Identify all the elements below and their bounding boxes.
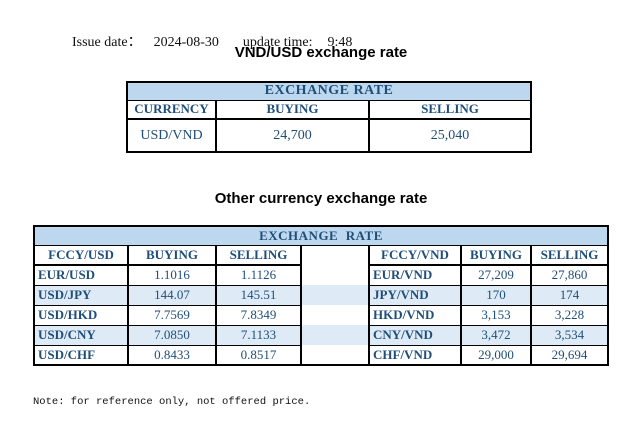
footnote: Note: for reference only, not offered pr… [33, 396, 311, 408]
separator-cell [300, 305, 370, 325]
selling-rate-cell: 25,040 [367, 118, 533, 153]
buying-rate-cell: 7.7569 [127, 304, 217, 326]
buying-rate-cell: 170 [460, 284, 532, 306]
separator-cell [300, 245, 370, 265]
selling-rate-cell: 3,534 [530, 324, 609, 346]
column-header-buying: BUYING [215, 99, 370, 120]
separator-cell [300, 345, 370, 365]
currency-pair-cell: USD/VND [126, 118, 217, 153]
other-table-title: Other currency exchange rate [214, 190, 428, 207]
selling-rate-cell: 1.1126 [215, 264, 302, 286]
selling-rate-cell: 29,694 [530, 344, 609, 366]
table-row-jpy: USD/JPY 144.07 145.51 JPY/VND 170 174 [33, 284, 609, 306]
usd-table-title: VND/USD exchange rate [234, 44, 408, 61]
currency-pair-cell: USD/HKD [33, 304, 129, 326]
update-time-value: 9:48 [327, 35, 353, 50]
buying-rate-cell: 3,472 [460, 324, 532, 346]
buying-rate-cell: 144.07 [127, 284, 217, 306]
selling-rate-cell: 174 [530, 284, 609, 306]
table-row-chf: USD/CHF 0.8433 0.8517 CHF/VND 29,000 29,… [33, 344, 609, 366]
other-table-band-row: EXCHANGE RATE [33, 225, 609, 246]
buying-rate-cell: 0.8433 [127, 344, 217, 366]
buying-rate-cell: 24,700 [215, 118, 370, 153]
table-row-hkd: USD/HKD 7.7569 7.8349 HKD/VND 3,153 3,22… [33, 304, 609, 326]
column-header-selling: SELLING [367, 99, 533, 120]
separator-cell [300, 265, 370, 285]
issue-date-label: Issue date： [72, 35, 142, 50]
update-time-label: update time: [242, 35, 313, 50]
currency-pair-cell: USD/CNY [33, 324, 129, 346]
other-table-band-title: EXCHANGE RATE [33, 225, 609, 246]
selling-rate-cell: 7.1133 [215, 324, 302, 346]
selling-rate-cell: 7.8349 [215, 304, 302, 326]
separator-cell [300, 285, 370, 305]
selling-rate-cell: 3,228 [530, 304, 609, 326]
selling-rate-cell: 145.51 [215, 284, 302, 306]
selling-rate-cell: 27,860 [530, 264, 609, 286]
buying-rate-cell: 29,000 [460, 344, 532, 366]
separator-cell [300, 325, 370, 345]
currency-pair-cell: JPY/VND [368, 284, 462, 306]
usd-table-data-row: USD/VND 24,700 25,040 [126, 118, 533, 153]
currency-pair-cell: CHF/VND [368, 344, 462, 366]
column-header-fccy-vnd: FCCY/VND [368, 244, 462, 266]
column-header-selling-vnd: SELLING [530, 244, 609, 266]
buying-rate-cell: 3,153 [460, 304, 532, 326]
buying-rate-cell: 7.0850 [127, 324, 217, 346]
other-currency-exchange-table: EXCHANGE RATE FCCY/USD BUYING SELLING FC… [33, 225, 609, 366]
currency-pair-cell: CNY/VND [368, 324, 462, 346]
table-row-eur: EUR/USD 1.1016 1.1126 EUR/VND 27,209 27,… [33, 264, 609, 286]
currency-pair-cell: EUR/USD [33, 264, 129, 286]
column-header-selling-usd: SELLING [215, 244, 302, 266]
usd-table-band-title: EXCHANGE RATE [125, 81, 533, 101]
column-header-buying-vnd: BUYING [460, 244, 532, 266]
document-meta-line: Issue date： 2024-08-30 update time: 9:48 [58, 15, 352, 67]
usd-vnd-exchange-table: EXCHANGE RATE CURRENCY BUYING SELLING US… [125, 81, 533, 153]
selling-rate-cell: 0.8517 [215, 344, 302, 366]
column-header-fccy-usd: FCCY/USD [33, 244, 129, 266]
currency-pair-cell: USD/CHF [33, 344, 129, 366]
usd-table-band-row: EXCHANGE RATE [125, 81, 533, 101]
currency-pair-cell: EUR/VND [368, 264, 462, 286]
issue-date-value: 2024-08-30 [153, 35, 219, 50]
column-header-currency: CURRENCY [126, 99, 217, 120]
buying-rate-cell: 1.1016 [127, 264, 217, 286]
other-table-header-row: FCCY/USD BUYING SELLING FCCY/VND BUYING … [33, 244, 609, 266]
column-header-buying-usd: BUYING [127, 244, 217, 266]
buying-rate-cell: 27,209 [460, 264, 532, 286]
currency-pair-cell: HKD/VND [368, 304, 462, 326]
currency-pair-cell: USD/JPY [33, 284, 129, 306]
table-row-cny: USD/CNY 7.0850 7.1133 CNY/VND 3,472 3,53… [33, 324, 609, 346]
usd-table-header-row: CURRENCY BUYING SELLING [126, 99, 533, 120]
